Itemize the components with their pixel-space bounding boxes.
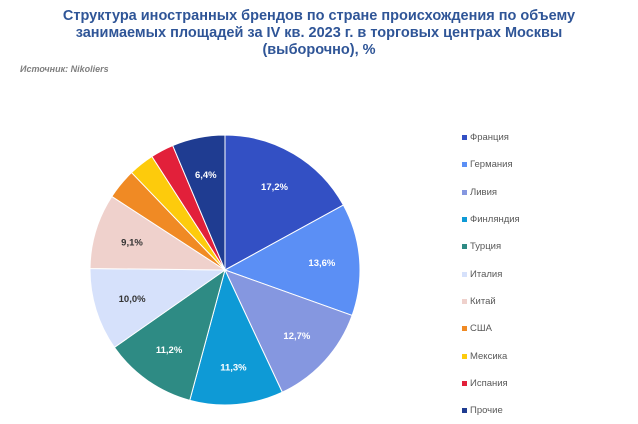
legend-label: Испания: [470, 377, 508, 389]
legend-swatch: [462, 135, 467, 141]
legend-item-8: Мексика: [462, 342, 520, 369]
legend-swatch: [462, 217, 467, 223]
chart-title: Структура иностранных брендов по стране …: [20, 8, 618, 59]
legend-label: Китай: [470, 295, 496, 307]
legend-label: Мексика: [470, 350, 508, 362]
legend-swatch: [462, 162, 467, 168]
chart-legend: Франция Германия Ливия Финляндия Турция Итали…: [462, 124, 520, 424]
pie-slice-0: [224, 134, 345, 271]
legend-swatch: [462, 244, 467, 250]
legend-label: США: [470, 323, 492, 335]
pie-slice-3: [189, 268, 283, 406]
legend-item-7: США: [462, 315, 520, 342]
pie-slice-2: [224, 269, 353, 393]
legend-label: Ливия: [470, 186, 498, 198]
pie-slice-4: [113, 268, 226, 401]
legend-item-5: Италия: [462, 260, 520, 287]
legend-item-4: Турция: [462, 233, 520, 260]
legend-label: Турция: [470, 241, 502, 253]
pie-data-label-0: 17,2%: [261, 182, 288, 193]
pie-slice-10: [172, 134, 226, 271]
legend-item-1: Германия: [462, 151, 520, 178]
chart-title-line: Структура иностранных брендов по стране …: [62, 8, 576, 24]
legend-item-9: Испания: [462, 370, 520, 397]
legend-item-6: Китай: [462, 288, 520, 315]
pie-data-label-1: 13,6%: [308, 258, 335, 269]
legend-item-3: Финляндия: [462, 206, 520, 233]
legend-swatch: [462, 271, 467, 277]
legend-item-2: Ливия: [462, 179, 520, 206]
pie-data-label-3: 11,3%: [220, 362, 247, 373]
chart-title-line: занимаемых площадей за IV кв. 2023 г. в …: [75, 25, 563, 41]
legend-label: Прочие: [470, 405, 503, 417]
legend-swatch: [462, 326, 467, 332]
legend-swatch: [462, 353, 467, 359]
pie-slice-1: [223, 204, 361, 317]
legend-label: Германия: [470, 159, 513, 171]
pie-slice-5: [89, 268, 227, 349]
legend-item-10: Прочие: [462, 397, 520, 424]
pie-data-label-2: 12,7%: [283, 331, 310, 342]
legend-swatch: [462, 380, 467, 386]
legend-swatch: [462, 408, 467, 414]
legend-item-0: Франция: [462, 124, 520, 151]
legend-swatch: [462, 189, 467, 195]
legend-label: Италия: [470, 268, 503, 280]
chart-title-line: (выборочно), %: [262, 42, 376, 58]
pie-data-label-6: 9,1%: [121, 237, 143, 248]
pie-data-label-10: 6,4%: [195, 170, 217, 181]
legend-label: Финляндия: [470, 214, 520, 226]
legend-swatch: [462, 298, 467, 304]
legend-label: Франция: [470, 132, 509, 144]
chart-source: Источник: Nikoliers: [20, 64, 109, 74]
pie-data-label-5: 10,0%: [119, 294, 146, 305]
pie-data-label-4: 11,2%: [156, 345, 183, 356]
